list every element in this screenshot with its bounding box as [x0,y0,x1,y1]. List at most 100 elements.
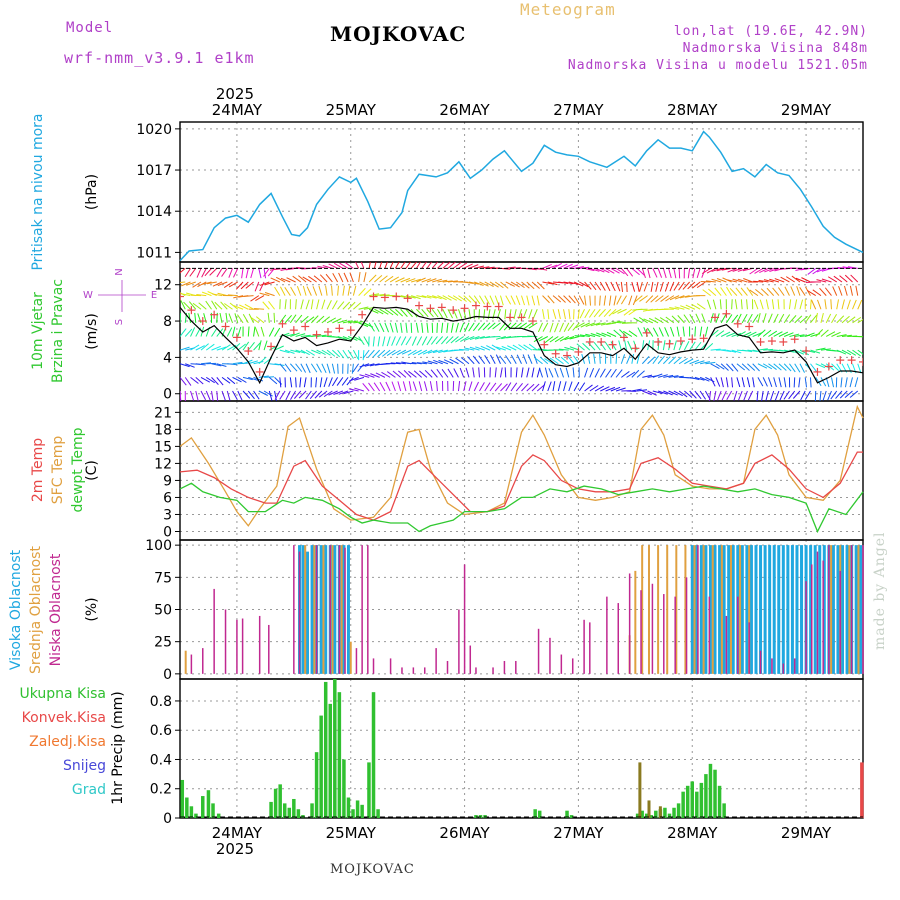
wind-barb [467,356,475,365]
wind-barb [579,334,590,337]
wind-barb [284,363,292,373]
wind-barb [382,336,386,347]
wind-barb [831,314,838,324]
wind-barb [657,268,663,278]
wind-barb [548,368,554,378]
wind-barb [274,363,285,367]
wind-barb [270,277,281,283]
wind-barb [431,308,439,318]
wind-barb [391,349,401,356]
precip-bar-0 [314,752,319,818]
wind-barb [626,354,631,364]
wind-barb [492,322,501,330]
wind-barb [338,390,349,395]
wind-barb [232,268,239,278]
wind-barb [620,354,626,364]
wind-barb [284,333,295,337]
wind-barb [850,274,859,283]
wind-barb [351,363,354,374]
wind-barb [436,381,438,392]
precip-bar-0 [565,810,569,818]
wind-barb [648,317,659,324]
wind-barb [620,295,628,305]
wind-barb [368,308,379,314]
wind-barb [846,316,856,324]
precip-bar-0 [216,813,221,818]
wind-barb [400,322,403,333]
wind-barb [220,301,228,310]
wind-barb [400,336,407,346]
wind-barb [390,362,401,365]
wind-barb [512,344,522,351]
wind-barb [198,302,207,310]
wind-barb [479,382,485,392]
wind-barb [305,363,311,374]
wind-barb [284,287,291,296]
wind-barb [741,363,750,371]
precip-bar-0 [180,779,185,818]
x-day-label-top: 25MAY [326,101,377,119]
x-day-label-bottom: 29MAY [781,824,832,842]
wind-barb [403,369,412,378]
model-name: wrf-nmm_v3.9.1 e1km [64,49,255,67]
wind-barb [593,353,596,364]
wind-barb [552,381,556,392]
wind-barb [536,281,545,290]
wind-barb [590,333,601,337]
unit-label: (hPa) [84,174,100,210]
wind-barb [633,317,643,324]
wind-barb [455,357,464,365]
wind-barb [460,336,470,342]
wind-barb [589,367,595,378]
wind-barb [710,329,719,337]
wind-barb [557,309,561,320]
wind-barb [359,363,370,368]
wind-barb [812,289,822,297]
precip-bar-0 [323,681,328,818]
wind-barb [568,309,571,320]
wind-barb [772,287,780,296]
wind-barb [641,268,646,279]
y-tick-label: 4 [163,350,172,366]
wind-barb [855,285,859,296]
wind-barb [416,262,422,269]
wind-barb [687,268,691,279]
wind-barb [770,390,775,401]
wind-barb [726,332,736,337]
wind-barb [472,355,480,365]
wind-barb [689,376,700,381]
wind-barb [743,278,753,283]
wind-barb [212,293,223,297]
wind-barb [692,268,696,279]
wind-barb [328,263,338,269]
wind-barb [328,390,338,396]
wind-barb [416,308,424,317]
wind-barb [450,336,459,344]
wind-barb [459,367,465,378]
wind-barb [773,377,777,388]
y-tick-label: 1011 [136,245,172,261]
wind-barb [737,278,748,283]
wind-barb [594,368,600,378]
wind-barb [547,281,558,286]
wind-barb [731,349,742,354]
wind-barb [457,309,463,319]
wind-barb [677,315,685,324]
wind-barb [354,262,360,269]
wind-barb [559,322,564,333]
wind-barb [347,285,351,296]
wind-barb [436,368,444,378]
wind-barb [615,281,621,292]
wind-barb [616,320,627,324]
wind-barb [316,349,326,356]
wind-barb [300,349,310,356]
wind-barb [563,281,574,285]
wind-barb [233,295,244,299]
wind-barb [636,267,645,276]
wind-barb [200,376,211,383]
wind-barb [841,315,850,324]
precip-legend-0: Ukupna Kisa [19,686,106,702]
wind-barb [852,299,857,310]
wind-barb [836,349,847,355]
wind-barb [801,277,811,283]
